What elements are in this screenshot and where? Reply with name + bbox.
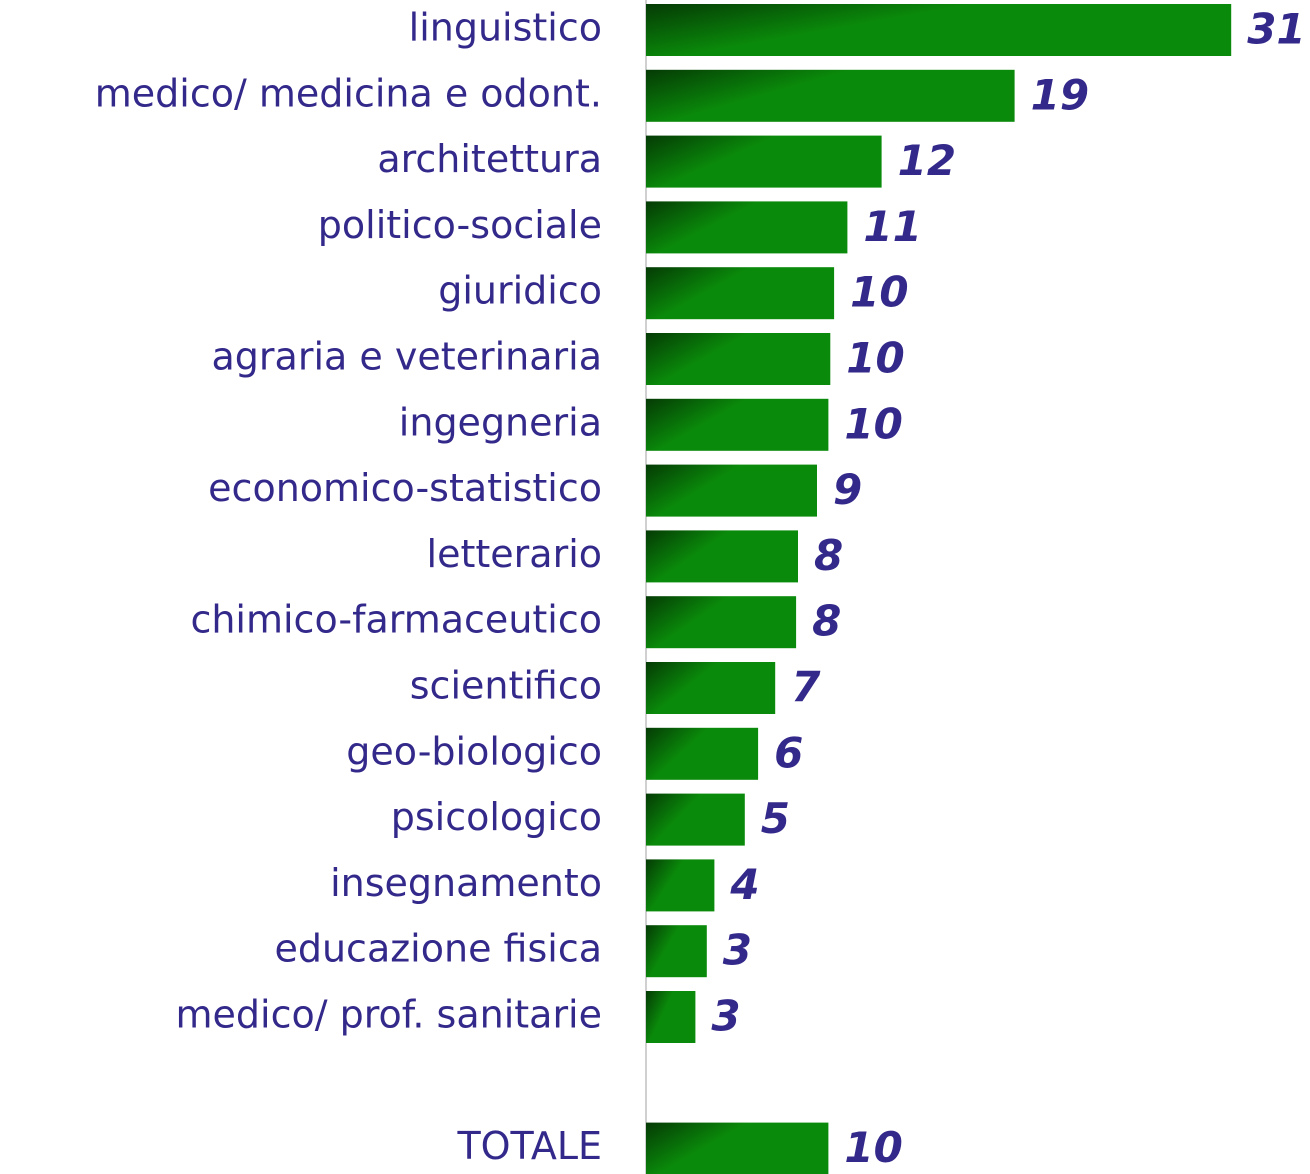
bar	[646, 596, 797, 649]
value-label: 8	[812, 597, 841, 646]
category-label: chimico-farmaceutico	[190, 598, 602, 642]
bar	[646, 69, 1015, 122]
value-label: 10	[850, 268, 908, 317]
category-label: medico/ prof. sanitarie	[176, 993, 603, 1037]
bar	[646, 859, 715, 912]
value-label: 8	[814, 531, 843, 580]
bar	[646, 991, 696, 1043]
bar	[646, 135, 882, 188]
category-label: ingegneria	[399, 400, 602, 444]
category-label: politico-sociale	[318, 203, 602, 247]
bar	[646, 727, 759, 780]
bar	[646, 464, 817, 517]
category-label: economico-statistico	[208, 466, 602, 510]
value-label: 3	[711, 992, 740, 1041]
bar	[646, 398, 829, 451]
bar	[646, 662, 776, 714]
category-label: giuridico	[438, 269, 602, 313]
bar	[646, 1122, 829, 1174]
value-label: 3	[723, 926, 752, 975]
category-label: insegnamento	[330, 861, 602, 905]
category-label: letterario	[427, 532, 602, 576]
category-label: architettura	[377, 137, 602, 181]
value-label: 9	[833, 465, 862, 514]
category-label: geo-biologico	[346, 729, 602, 773]
bar	[646, 267, 835, 320]
value-label: 7	[791, 663, 821, 712]
category-label: linguistico	[409, 6, 602, 50]
value-label: 5	[761, 794, 790, 843]
bar	[646, 925, 707, 978]
value-label: 19	[1031, 70, 1089, 119]
bar	[646, 333, 831, 385]
bar	[646, 4, 1232, 56]
category-label: agraria e veterinaria	[212, 335, 602, 379]
bar	[646, 793, 745, 846]
bar	[646, 530, 798, 583]
category-label: psicologico	[391, 795, 602, 839]
category-label: educazione fisica	[274, 927, 602, 971]
category-label: medico/ medicina e odont.	[95, 71, 602, 115]
value-label: 4	[729, 860, 759, 909]
category-label: scientifico	[410, 664, 602, 708]
value-label: 6	[774, 728, 803, 777]
category-label: TOTALE	[456, 1124, 602, 1168]
bar	[646, 201, 848, 254]
value-label: 10	[844, 399, 902, 448]
value-label: 10	[844, 1123, 902, 1172]
value-label: 31	[1247, 5, 1305, 54]
value-label: 12	[898, 136, 956, 185]
value-label: 10	[846, 334, 904, 383]
value-label: 11	[863, 202, 921, 251]
